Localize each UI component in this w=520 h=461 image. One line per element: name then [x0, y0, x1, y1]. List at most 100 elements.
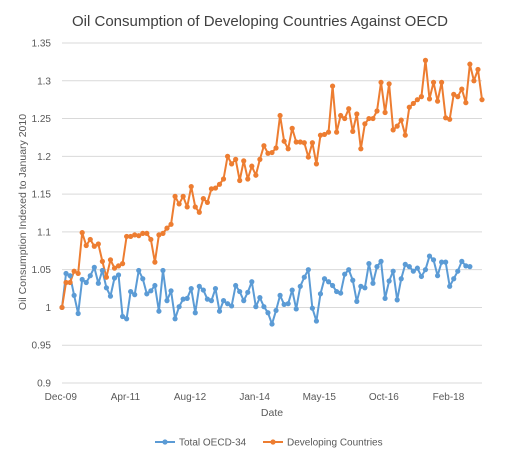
data-point	[386, 81, 392, 87]
data-point	[119, 313, 126, 320]
data-point	[414, 265, 420, 271]
data-point	[293, 306, 299, 312]
y-tick-label: 1.25	[32, 114, 52, 125]
data-point	[261, 143, 267, 149]
data-point	[354, 298, 360, 304]
y-tick-label: 1.1	[37, 227, 51, 238]
data-point	[434, 273, 441, 279]
legend-swatch-marker	[270, 439, 276, 445]
data-point	[200, 196, 206, 202]
data-point	[455, 268, 461, 274]
data-point	[95, 241, 101, 247]
x-tick-label: Apr-11	[111, 392, 141, 403]
data-point	[200, 287, 206, 293]
data-point	[269, 321, 275, 327]
data-point	[362, 121, 368, 127]
data-point	[342, 271, 348, 277]
data-point	[301, 140, 307, 146]
data-point	[313, 318, 320, 324]
data-point	[63, 270, 69, 277]
data-point	[285, 146, 291, 152]
data-point	[479, 97, 485, 103]
data-point	[334, 129, 340, 135]
data-point	[338, 112, 344, 119]
data-point	[71, 268, 77, 274]
data-point	[350, 277, 356, 283]
data-point	[362, 285, 368, 291]
data-point	[346, 267, 352, 273]
data-point	[71, 292, 77, 298]
data-point	[136, 267, 142, 274]
data-point	[156, 232, 162, 238]
data-point	[111, 265, 118, 271]
data-point	[374, 108, 380, 114]
data-point	[338, 290, 344, 296]
data-point	[406, 264, 412, 270]
data-point	[148, 236, 154, 243]
data-point	[196, 283, 202, 289]
data-point	[443, 259, 449, 265]
data-point	[447, 116, 453, 122]
data-point	[83, 279, 89, 286]
data-point	[208, 186, 215, 192]
y-tick-label: 0.95	[32, 341, 52, 352]
data-point	[297, 139, 303, 145]
data-point	[180, 296, 186, 302]
legend: Total OECD-34 Developing Countries	[155, 438, 383, 449]
data-point	[463, 263, 469, 269]
data-point	[463, 100, 469, 106]
data-point	[140, 230, 146, 236]
data-point	[281, 301, 287, 308]
data-point	[184, 204, 190, 210]
data-point	[265, 310, 271, 316]
y-axis-ticks: 0.9 0.95 1 1.05 1.1 1.15 1.2 1.25 1.3 1.35	[32, 39, 52, 390]
x-tick-label: Dec-09	[45, 392, 78, 403]
data-point	[289, 125, 295, 131]
data-point	[459, 258, 465, 264]
data-point	[281, 138, 287, 144]
data-point	[346, 106, 352, 112]
data-point	[224, 301, 231, 307]
data-point	[188, 285, 194, 292]
data-point	[467, 264, 473, 270]
data-point	[148, 288, 154, 294]
data-point	[378, 79, 384, 85]
data-point	[245, 289, 251, 295]
data-point	[410, 268, 416, 274]
data-point	[249, 279, 255, 285]
data-point	[99, 258, 105, 264]
data-point	[208, 298, 215, 304]
data-point	[220, 298, 227, 304]
data-point	[358, 146, 364, 152]
data-point	[253, 304, 259, 310]
data-point	[176, 304, 182, 310]
data-point	[386, 278, 392, 284]
legend-swatch-marker	[162, 439, 168, 445]
data-point	[140, 276, 146, 282]
y-tick-label: 1.35	[32, 39, 52, 50]
data-point	[273, 145, 279, 151]
data-point	[273, 307, 279, 314]
data-point	[196, 209, 202, 215]
data-point	[301, 274, 307, 280]
y-tick-label: 1.3	[37, 76, 51, 87]
data-point	[249, 163, 255, 169]
data-point	[87, 273, 93, 279]
data-point	[107, 293, 114, 299]
data-point	[378, 258, 384, 264]
data-point	[164, 225, 170, 231]
data-point	[63, 279, 69, 286]
data-point	[439, 259, 445, 265]
data-point	[245, 176, 251, 182]
data-point	[212, 185, 219, 191]
data-point	[439, 79, 445, 85]
data-point	[192, 204, 198, 210]
data-point	[83, 242, 89, 249]
data-point	[402, 132, 408, 138]
data-point	[422, 267, 429, 273]
data-point	[382, 109, 388, 116]
data-point	[325, 279, 332, 285]
data-point	[334, 288, 340, 295]
data-point	[152, 259, 158, 265]
data-point	[172, 316, 178, 322]
